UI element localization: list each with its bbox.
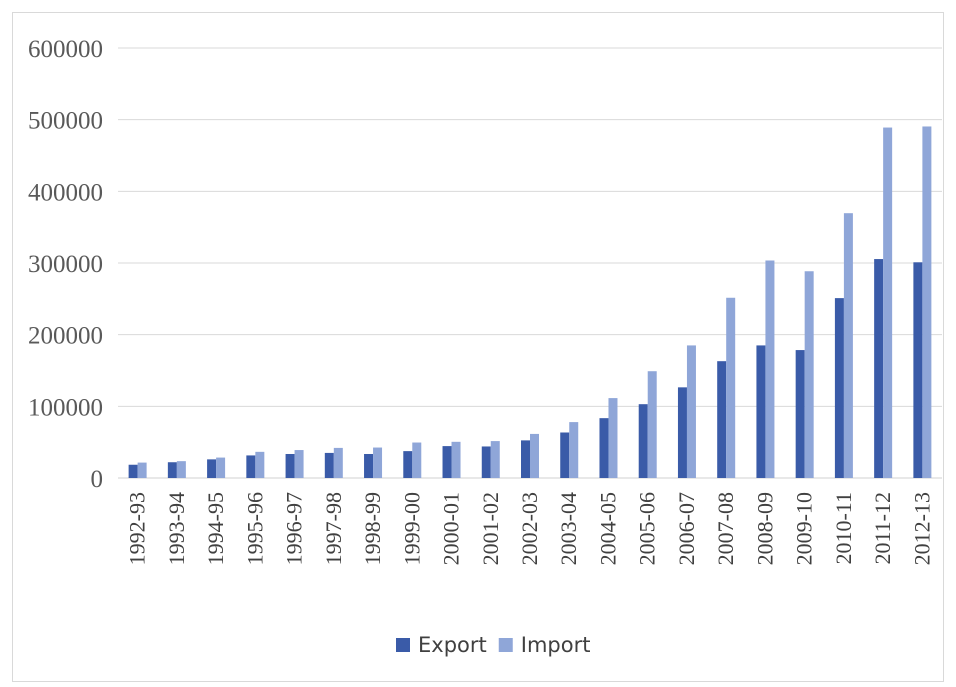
x-tick-label: 1995-96 (242, 492, 267, 565)
bar-import-2000-01 (451, 441, 461, 478)
x-tick-label: 1993-94 (164, 492, 189, 565)
y-tick-label: 500000 (28, 108, 103, 135)
bar-import-2001-02 (490, 441, 500, 478)
x-tick-label: 2005-06 (635, 492, 660, 565)
legend-label-import: Import (521, 633, 591, 657)
legend-swatch-import (498, 638, 513, 652)
x-tick-label: 2006-07 (674, 492, 699, 565)
bar-export-2003-04 (560, 432, 570, 478)
bars (128, 126, 932, 479)
bar-import-2008-09 (765, 260, 775, 478)
x-tick-label: 1996-97 (282, 492, 307, 565)
x-tick-label: 2010-11 (831, 492, 856, 565)
bar-import-1992-93 (137, 462, 147, 478)
legend: Export Import (396, 633, 590, 657)
bar-import-1994-95 (216, 457, 226, 478)
bar-import-1999-00 (412, 442, 422, 478)
y-tick-label: 400000 (28, 179, 103, 206)
x-tick-label: 2008-09 (752, 492, 777, 565)
x-tick-label: 2004-05 (595, 492, 620, 565)
y-tick-label: 0 (91, 466, 104, 493)
x-tick-label: 1992-93 (125, 492, 150, 565)
bar-export-2002-03 (521, 440, 530, 478)
bar-export-2005-06 (638, 404, 648, 478)
bar-export-2011-12 (874, 259, 884, 478)
bar-export-1995-96 (246, 455, 256, 478)
bar-import-1996-97 (294, 450, 304, 478)
bar-export-1996-97 (285, 453, 295, 478)
bar-export-1994-95 (207, 459, 217, 478)
bar-export-2001-02 (481, 446, 491, 478)
x-tick-label: 2007-08 (713, 492, 738, 565)
legend-label-export: Export (418, 633, 487, 657)
x-tick-label: 1994-95 (203, 492, 228, 565)
x-tick-label: 2009-10 (792, 492, 817, 565)
bar-export-1999-00 (403, 451, 413, 478)
x-tick-label: 2001-02 (478, 492, 503, 565)
bar-import-2007-08 (726, 297, 736, 478)
bar-import-1997-98 (333, 447, 343, 478)
bar-export-1998-99 (364, 453, 374, 478)
bar-import-2002-03 (530, 433, 539, 478)
bar-export-2007-08 (717, 361, 727, 478)
bar-export-2008-09 (756, 345, 766, 478)
y-tick-label: 300000 (28, 251, 103, 278)
y-tick-label: 600000 (28, 36, 103, 63)
x-tick-label: 2012-13 (909, 492, 934, 565)
bar-import-2012-13 (922, 126, 932, 478)
x-tick-label: 2003-04 (556, 492, 581, 565)
y-tick-label: 200000 (28, 323, 103, 350)
bar-export-2012-13 (913, 262, 923, 478)
bar-import-1998-99 (373, 447, 383, 478)
bar-export-2010-11 (834, 298, 844, 478)
x-tick-label: 1997-98 (321, 492, 346, 565)
legend-swatch-export (396, 638, 410, 652)
x-axis-ticks: 1992-93 1993-94 1994-95 1995-96 1996-97 1997-… (125, 492, 935, 565)
bar-import-2009-10 (804, 271, 814, 478)
bar-export-2004-05 (599, 418, 609, 478)
x-tick-label: 1998-99 (360, 492, 385, 565)
bar-import-1995-96 (255, 451, 265, 478)
y-axis-ticks: 0 100000 200000 300000 400000 500000 600000 (28, 36, 103, 493)
x-tick-label: 1999-00 (399, 492, 424, 565)
bar-import-2006-07 (686, 345, 696, 478)
x-tick-label: 2002-03 (517, 492, 542, 565)
bar-export-1992-93 (128, 464, 138, 478)
bar-export-1993-94 (167, 462, 177, 478)
bar-import-1993-94 (176, 461, 186, 478)
bar-import-2005-06 (647, 371, 657, 478)
x-tick-label: 2000-01 (439, 492, 464, 565)
gridlines (118, 47, 942, 479)
bar-export-2006-07 (677, 387, 687, 478)
bar-import-2011-12 (883, 127, 893, 479)
x-tick-label: 2011-12 (870, 492, 895, 565)
bar-export-1997-98 (324, 452, 334, 478)
chart-frame (12, 12, 944, 682)
y-tick-label: 100000 (28, 394, 103, 421)
bar-import-2010-11 (843, 213, 853, 479)
bar-export-2000-01 (442, 446, 452, 478)
bar-import-2004-05 (608, 398, 618, 478)
bar-export-2009-10 (795, 350, 805, 478)
bar-import-2003-04 (569, 422, 579, 478)
